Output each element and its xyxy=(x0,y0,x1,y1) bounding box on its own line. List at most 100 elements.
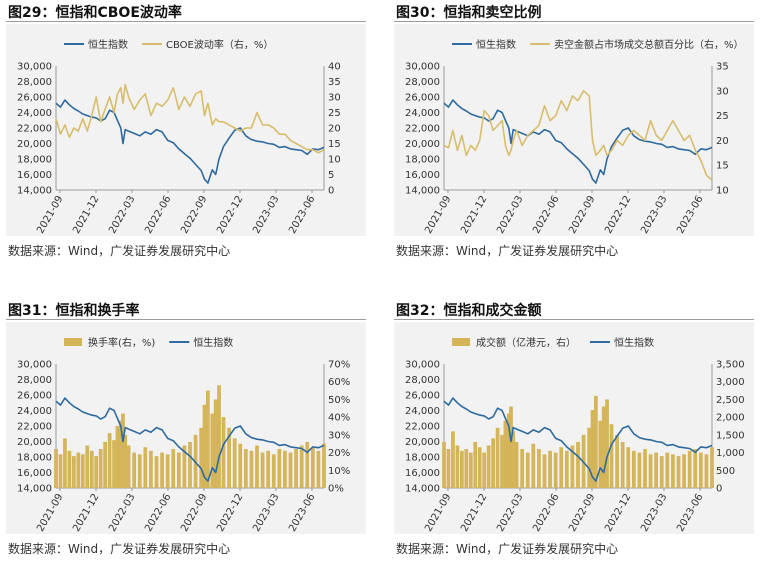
bar xyxy=(631,450,636,488)
series-line-hsi xyxy=(55,99,325,184)
bar xyxy=(509,406,513,488)
bar xyxy=(464,449,469,488)
x-tick-label: 2022-09 xyxy=(567,492,597,534)
y-right-tick-label: 15 xyxy=(328,139,341,150)
bar xyxy=(511,431,516,488)
bar xyxy=(460,450,464,488)
bar xyxy=(542,454,547,488)
y-left-tick-label: 30,000 xyxy=(405,360,440,371)
y-right-tick-label: 70% xyxy=(328,360,350,371)
bar xyxy=(202,404,207,488)
bar xyxy=(482,452,487,488)
y-right-tick-label: 30 xyxy=(328,93,341,104)
chart-area: 换手率(右，%) 恒生指数 14,000 16,000 18,000 20,000 22,0… xyxy=(6,322,366,534)
bar xyxy=(605,399,609,488)
bar xyxy=(682,454,686,488)
bar xyxy=(710,447,714,488)
bar xyxy=(171,449,176,488)
y-right-tick-label: 25 xyxy=(716,111,729,122)
bar xyxy=(693,449,698,488)
series-line-right xyxy=(55,83,325,154)
bar xyxy=(115,426,120,488)
bar xyxy=(659,456,664,488)
bar xyxy=(165,454,170,488)
bar xyxy=(149,450,153,488)
x-tick-label: 2022-06 xyxy=(531,194,561,236)
bar xyxy=(221,417,226,488)
panel-title: 图31：恒指和换手率 xyxy=(8,303,140,319)
bar xyxy=(665,452,670,488)
bar xyxy=(255,445,259,488)
chart-panel-31: 图31：恒指和换手率 换手率(右，%) 恒生指数 14,000 16,000 18,00… xyxy=(0,298,372,568)
legend-label: 卖空金额占市场成交总额百分比（右，%） xyxy=(554,38,744,51)
bar xyxy=(227,427,231,488)
bar xyxy=(654,452,659,488)
y-left-tick-label: 26,000 xyxy=(17,391,52,402)
y-left-tick-label: 28,000 xyxy=(405,77,440,88)
y-right-tick-label: 2,000 xyxy=(716,413,745,424)
y-left-tick-label: 30,000 xyxy=(405,62,440,73)
x-tick-label: 2023-03 xyxy=(639,492,669,534)
bar xyxy=(63,438,67,488)
bar xyxy=(217,385,221,488)
title-rule xyxy=(394,21,754,22)
bar xyxy=(80,454,85,488)
y-left-tick-label: 24,000 xyxy=(17,108,52,119)
y-right-tick-label: 0 xyxy=(716,484,722,495)
x-tick-label: 2021-09 xyxy=(423,194,453,236)
y-left-tick-label: 20,000 xyxy=(405,139,440,150)
x-tick-label: 2022-06 xyxy=(531,492,561,534)
y-right-tick-label: 10% xyxy=(328,466,350,477)
series-line-hsi xyxy=(443,397,713,482)
panel-title: 图32：恒指和成交金额 xyxy=(396,303,542,319)
bar xyxy=(648,454,653,488)
x-tick-label: 2023-06 xyxy=(675,194,705,236)
y-left-tick-label: 30,000 xyxy=(17,62,52,73)
y-right-tick-label: 30 xyxy=(716,86,729,97)
legend-label: 恒生指数 xyxy=(193,336,233,349)
bar xyxy=(277,449,282,488)
y-right-tick-label: 15 xyxy=(716,161,729,172)
x-tick-label: 2022-12 xyxy=(603,492,633,534)
bar xyxy=(58,454,63,488)
bar xyxy=(643,449,647,488)
bar xyxy=(76,452,81,488)
bar xyxy=(615,434,619,488)
y-left-tick-label: 26,000 xyxy=(17,93,52,104)
bar xyxy=(322,443,326,488)
bar xyxy=(500,434,504,488)
y-right-tick-label: 60% xyxy=(328,377,350,388)
y-right-tick-label: 10 xyxy=(716,186,729,197)
bar xyxy=(473,441,478,488)
x-tick-label: 2023-06 xyxy=(287,194,317,236)
bar xyxy=(698,452,703,488)
y-left-tick-label: 20,000 xyxy=(17,437,52,448)
bar xyxy=(531,443,536,488)
bar xyxy=(182,445,187,488)
bar xyxy=(587,427,592,488)
bar xyxy=(316,450,321,488)
y-left-tick-label: 28,000 xyxy=(17,375,52,386)
y-right-tick-label: 20 xyxy=(716,136,729,147)
y-right-tick-label: 5 xyxy=(328,170,334,181)
bar xyxy=(72,456,76,488)
y-right-tick-label: 40% xyxy=(328,413,350,424)
bar xyxy=(564,450,569,488)
bar xyxy=(676,456,681,488)
y-left-tick-label: 14,000 xyxy=(405,186,440,197)
chart-area: 成交额（亿港元，右） 恒生指数 14,000 16,000 18,000 20,000 22… xyxy=(394,322,754,534)
bar xyxy=(206,390,210,488)
chart-area: 恒生指数 CBOE波动率（右，%） 14,000 16,000 18,000 20,000… xyxy=(6,24,366,236)
y-right-tick-label: 3,500 xyxy=(716,360,745,371)
x-tick-label: 2023-06 xyxy=(675,492,705,534)
bar xyxy=(271,454,276,488)
bar xyxy=(548,450,552,488)
x-tick-label: 2021-09 xyxy=(423,492,453,534)
y-right-tick-label: 30% xyxy=(328,430,350,441)
bar xyxy=(176,452,181,488)
y-left-tick-label: 22,000 xyxy=(17,124,52,135)
y-left-tick-label: 20,000 xyxy=(405,437,440,448)
y-right-tick-label: 1,500 xyxy=(716,430,745,441)
bar xyxy=(188,441,192,488)
bar xyxy=(132,452,137,488)
